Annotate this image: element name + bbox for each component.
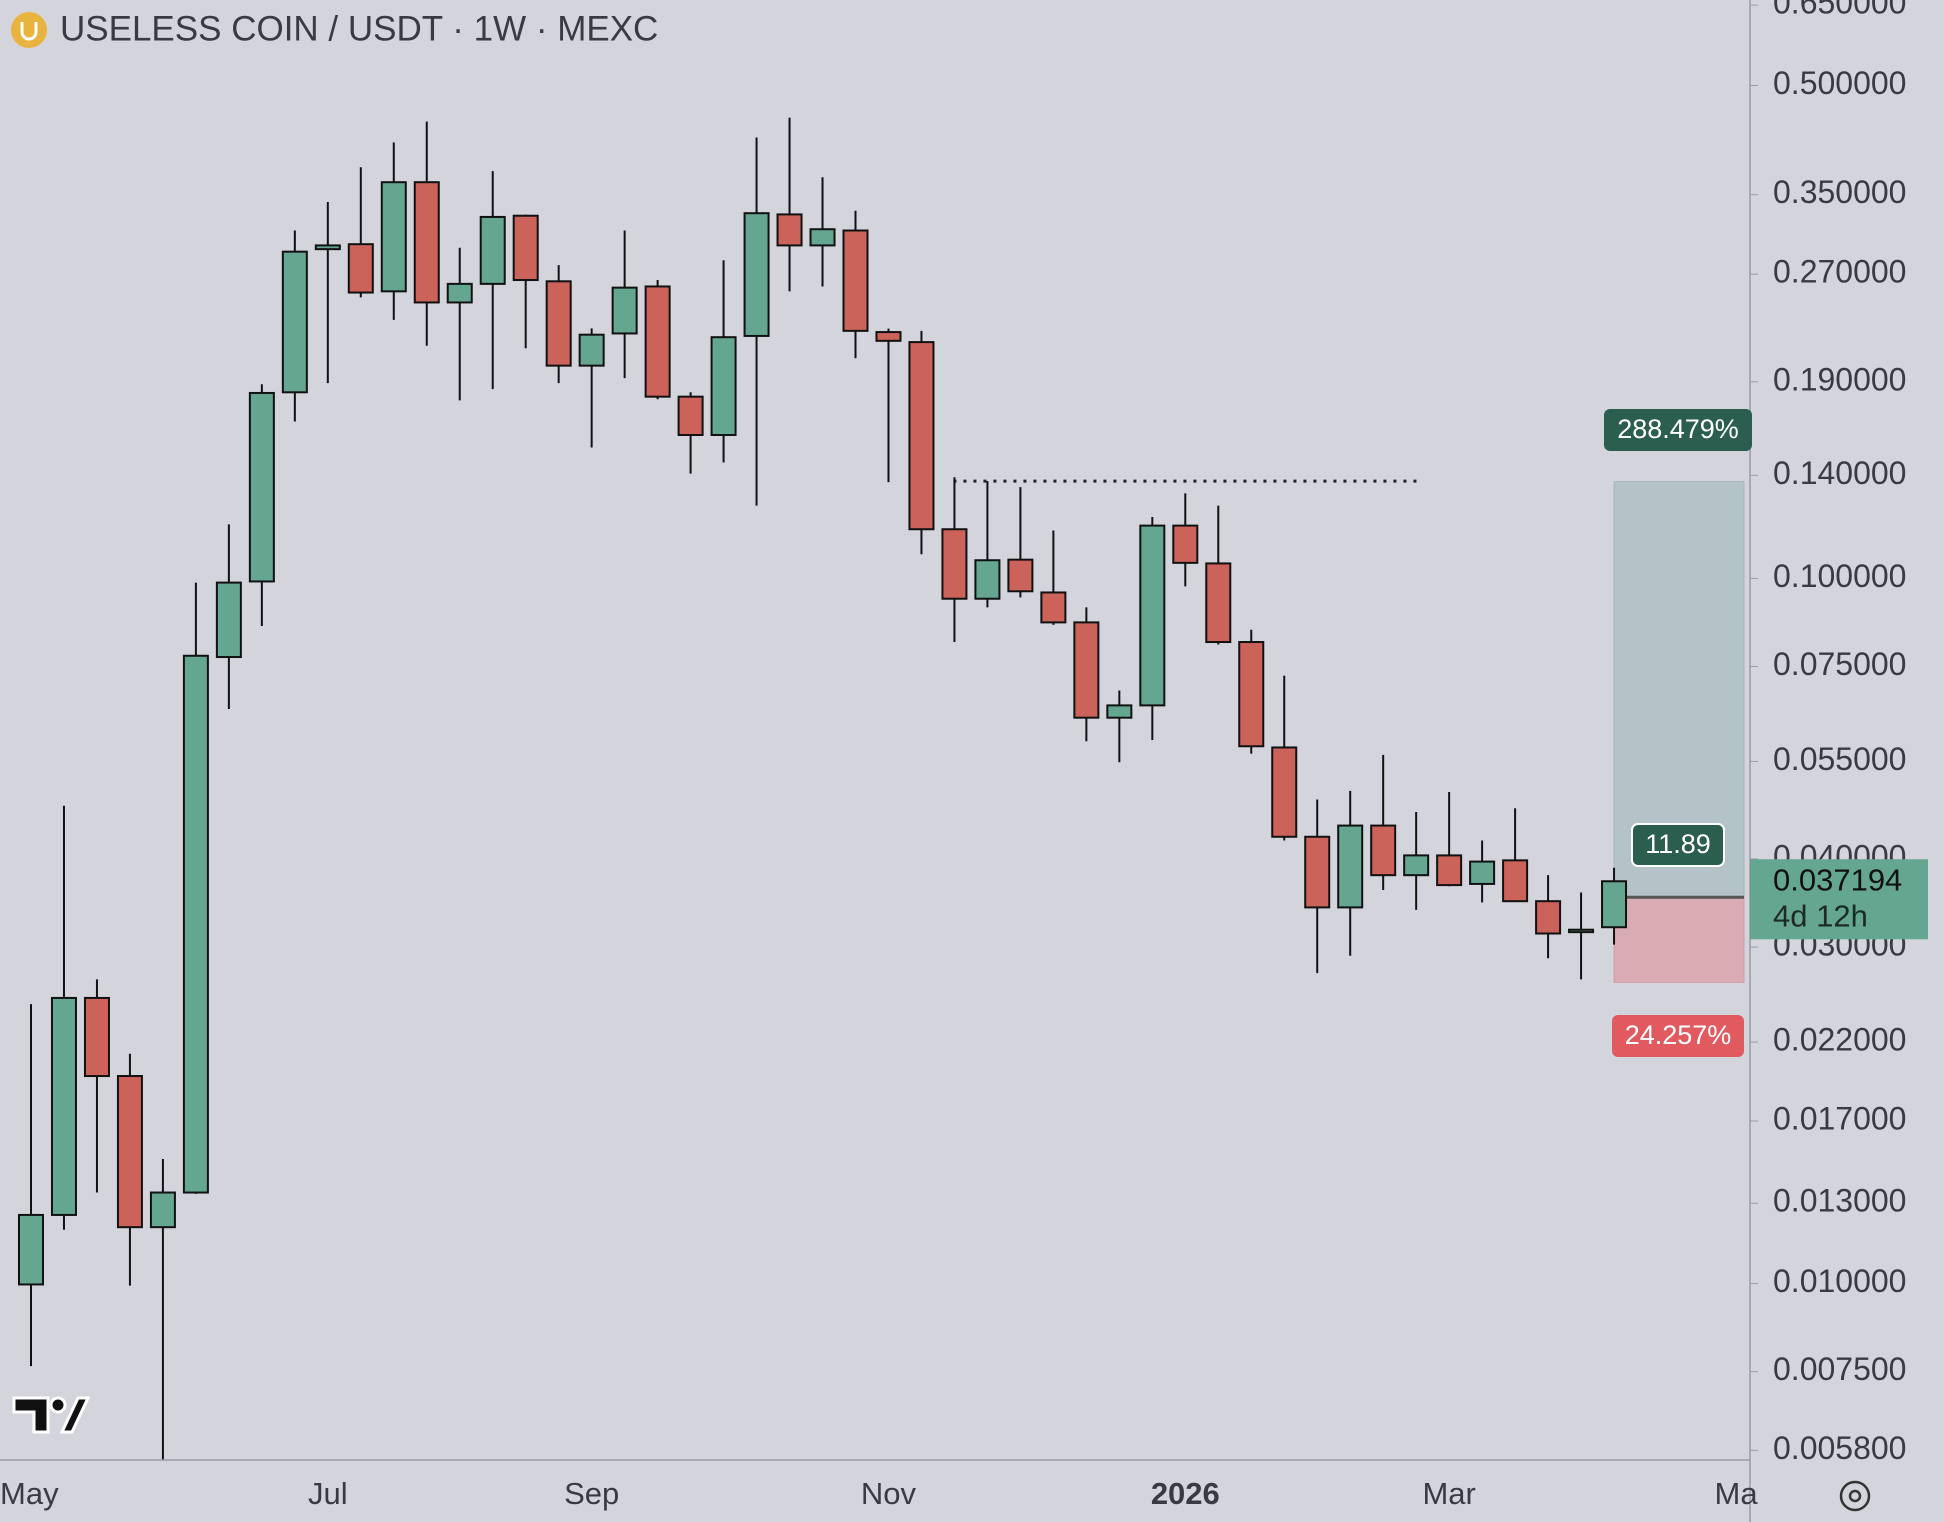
candle-body (809, 228, 836, 247)
tv-logo (12, 1396, 91, 1434)
y-tick-label: 0.017000 (1773, 1100, 1906, 1136)
ratio-label: 11.89 (1645, 829, 1711, 859)
candle-body (380, 181, 407, 293)
target-label-box (1604, 409, 1752, 451)
candle-body (1370, 824, 1397, 877)
candle-body (182, 654, 209, 1194)
candle-body (446, 282, 473, 304)
price-label: 0.037194 (1773, 862, 1902, 897)
candle-body (413, 181, 440, 304)
candle-body (347, 243, 374, 294)
candle-body (710, 336, 737, 437)
candle-body (50, 996, 77, 1216)
candle-body (941, 528, 968, 600)
x-tick-label: 2026 (1151, 1476, 1220, 1511)
y-tick-label: 0.005800 (1773, 1430, 1906, 1466)
y-tick-label: 0.075000 (1773, 646, 1906, 682)
candle-body (842, 229, 869, 332)
candle-body (875, 331, 902, 342)
y-tick-label: 0.007500 (1773, 1351, 1906, 1387)
y-tick-label: 0.190000 (1773, 361, 1906, 397)
y-tick-label: 0.013000 (1773, 1183, 1906, 1219)
candle-body (1271, 746, 1298, 838)
ratio-label-box (1631, 823, 1725, 867)
candle-body (743, 212, 770, 337)
candle-body (1568, 928, 1595, 934)
candle-body (18, 1213, 44, 1286)
stop-label-box (1612, 1015, 1744, 1057)
stop-zone (1613, 896, 1745, 983)
candle-body (1106, 704, 1133, 719)
candle-body (512, 214, 539, 282)
candle-body (1601, 880, 1628, 929)
candle-body (281, 250, 308, 394)
x-tick-label: Mar (1422, 1476, 1475, 1511)
candle-body (149, 1191, 176, 1229)
candle-body (1139, 524, 1166, 707)
candle-body (1337, 824, 1364, 909)
candle-body (1502, 859, 1529, 903)
candle-body (677, 395, 704, 437)
target-label: 288.479% (1617, 414, 1739, 444)
y-tick-label: 0.140000 (1773, 455, 1906, 491)
candle-body (545, 280, 572, 367)
candle-body (215, 581, 242, 659)
candle-body (1040, 591, 1067, 624)
stop-label: 24.257% (1625, 1020, 1732, 1050)
plot-area (18, 117, 1745, 1460)
coin-glyph (20, 22, 38, 41)
x-tick-label: May (0, 1476, 59, 1511)
x-tick-label: Jul (308, 1476, 348, 1511)
candle-body (1469, 860, 1496, 885)
candle-body (611, 286, 638, 335)
x-tick-label: Ma (1715, 1476, 1759, 1511)
candle-body (974, 559, 1001, 600)
x-tick-label: Sep (564, 1476, 619, 1511)
y-tick-label: 0.350000 (1773, 174, 1906, 210)
candle-body (1436, 854, 1463, 887)
candle-body (1238, 641, 1265, 748)
y-tick-label: 0.100000 (1773, 558, 1906, 594)
coin-icon (11, 12, 47, 48)
y-tick-label: 0.270000 (1773, 254, 1906, 290)
candle-body (644, 285, 671, 398)
y-tick-label: 0.650000 (1773, 0, 1906, 21)
price-label-box (1750, 859, 1928, 940)
candle-body (479, 215, 506, 285)
candle-body (1073, 621, 1100, 719)
candle-body (1172, 524, 1199, 564)
candle-body (116, 1075, 143, 1229)
y-tick-label: 0.500000 (1773, 65, 1906, 101)
y-tick-label: 0.010000 (1773, 1263, 1906, 1299)
x-tick-label: Nov (861, 1476, 917, 1511)
candle-body (1205, 562, 1232, 644)
candle-body (578, 333, 605, 367)
candle-body (248, 391, 275, 583)
candle-body (1403, 854, 1430, 877)
candle-body (314, 244, 341, 251)
y-tick-label: 0.022000 (1773, 1022, 1906, 1058)
candle-body (1007, 558, 1034, 593)
settings-icon[interactable] (1839, 1480, 1871, 1512)
chart-title: USELESS COIN / USDT · 1W · MEXC (60, 9, 658, 48)
candle-body (83, 996, 110, 1078)
candle-body (908, 341, 935, 531)
candle-body (1535, 900, 1562, 935)
candle-body (1304, 835, 1331, 909)
countdown-label: 4d 12h (1773, 898, 1868, 933)
candle-body (776, 213, 803, 247)
y-tick-label: 0.055000 (1773, 741, 1906, 777)
